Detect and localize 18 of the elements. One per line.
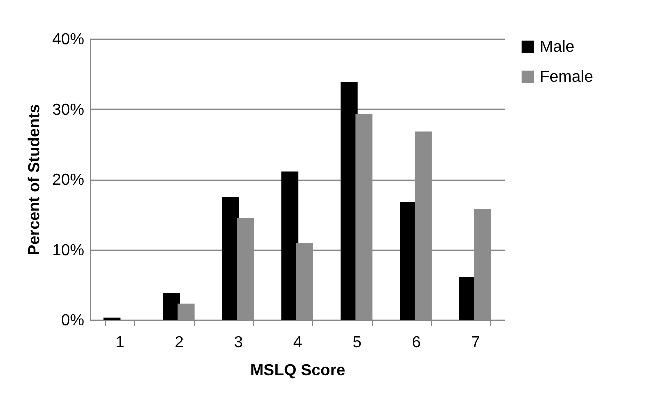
x-tick-label: 5 (352, 334, 362, 352)
x-tick-label: 3 (234, 334, 244, 352)
x-tick-label: 1 (116, 334, 125, 352)
bar (282, 172, 299, 320)
legend-label: Male (540, 39, 575, 56)
legend-label: Female (540, 69, 594, 86)
y-tick-label: 10% (52, 242, 84, 260)
y-tick-label: 20% (52, 172, 84, 189)
x-tick-label: 7 (471, 334, 480, 352)
y-tick-label: 30% (52, 102, 84, 119)
x-tick-label: 6 (412, 334, 422, 352)
y-tick-label: 40% (52, 32, 84, 48)
x-tick-label: 4 (294, 334, 303, 352)
x-tick-label: 2 (174, 334, 184, 352)
y-tick-label: 0% (61, 312, 84, 330)
bar (163, 293, 180, 320)
y-axis-title: Percent of Students (26, 104, 44, 256)
x-axis-title: MSLQ Score (250, 362, 346, 380)
